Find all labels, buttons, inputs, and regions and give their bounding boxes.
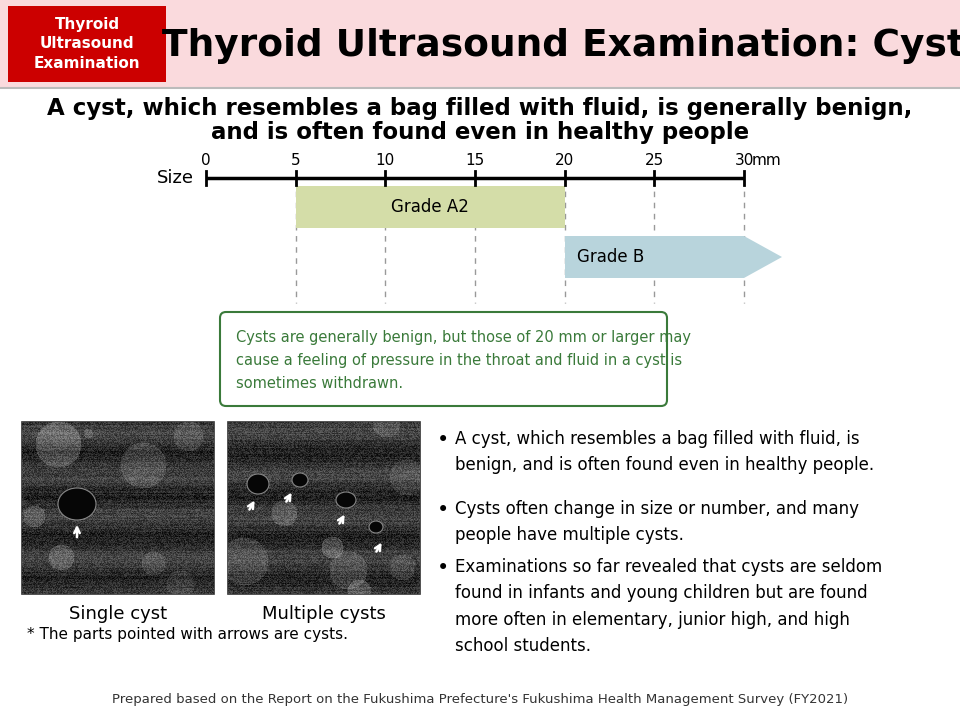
Bar bbox=[296, 186, 564, 228]
Ellipse shape bbox=[369, 521, 383, 533]
Text: •: • bbox=[437, 430, 449, 450]
FancyBboxPatch shape bbox=[220, 312, 667, 406]
Ellipse shape bbox=[292, 473, 308, 487]
Bar bbox=[0, 0, 960, 88]
Text: Thyroid
Ultrasound
Examination: Thyroid Ultrasound Examination bbox=[34, 17, 140, 71]
Text: 0: 0 bbox=[202, 153, 211, 168]
Ellipse shape bbox=[247, 474, 269, 494]
Text: Multiple cysts: Multiple cysts bbox=[262, 605, 386, 623]
Text: Thyroid Ultrasound Examination: Cysts: Thyroid Ultrasound Examination: Cysts bbox=[162, 28, 960, 64]
Text: A cyst, which resembles a bag filled with fluid, is
benign, and is often found e: A cyst, which resembles a bag filled wit… bbox=[455, 430, 875, 474]
Text: 10: 10 bbox=[375, 153, 395, 168]
Polygon shape bbox=[744, 236, 782, 278]
Text: and is often found even in healthy people: and is often found even in healthy peopl… bbox=[211, 122, 749, 145]
Text: A cyst, which resembles a bag filled with fluid, is generally benign,: A cyst, which resembles a bag filled wit… bbox=[47, 96, 913, 120]
Text: 25: 25 bbox=[645, 153, 664, 168]
Text: mm: mm bbox=[752, 153, 781, 168]
Bar bbox=[228, 422, 420, 594]
Text: Size: Size bbox=[157, 169, 194, 187]
Ellipse shape bbox=[336, 492, 356, 508]
Ellipse shape bbox=[58, 488, 96, 520]
Text: Prepared based on the Report on the Fukushima Prefecture's Fukushima Health Mana: Prepared based on the Report on the Fuku… bbox=[112, 693, 848, 706]
Bar bbox=[22, 422, 214, 594]
Text: •: • bbox=[437, 558, 449, 578]
Text: 30: 30 bbox=[734, 153, 754, 168]
Bar bbox=[564, 236, 744, 278]
Text: Cysts often change in size or number, and many
people have multiple cysts.: Cysts often change in size or number, an… bbox=[455, 500, 859, 544]
Bar bbox=[8, 6, 166, 82]
Text: Cysts are generally benign, but those of 20 mm or larger may
cause a feeling of : Cysts are generally benign, but those of… bbox=[236, 330, 691, 390]
Text: •: • bbox=[437, 500, 449, 520]
Text: Single cyst: Single cyst bbox=[69, 605, 167, 623]
Text: Grade A2: Grade A2 bbox=[392, 198, 469, 216]
Text: Grade B: Grade B bbox=[577, 248, 644, 266]
Text: 15: 15 bbox=[466, 153, 485, 168]
Text: Examinations so far revealed that cysts are seldom
found in infants and young ch: Examinations so far revealed that cysts … bbox=[455, 558, 882, 655]
Text: 20: 20 bbox=[555, 153, 574, 168]
Text: 5: 5 bbox=[291, 153, 300, 168]
Text: * The parts pointed with arrows are cysts.: * The parts pointed with arrows are cyst… bbox=[27, 626, 348, 642]
